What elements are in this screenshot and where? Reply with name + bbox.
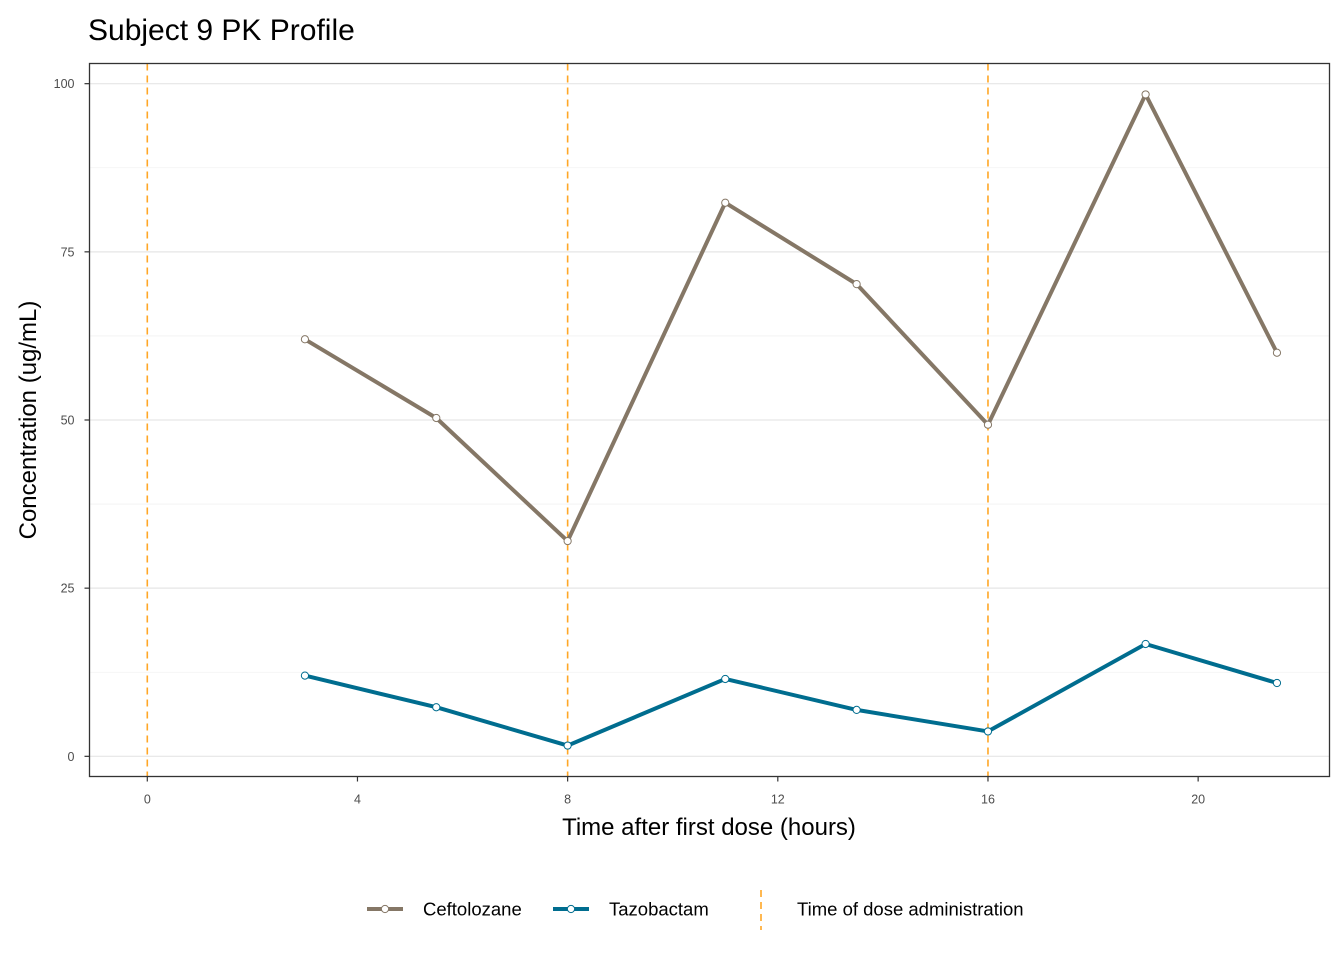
tazobactam-point [300,671,310,680]
y-tick-label: 75 [61,245,75,259]
y-tick-label: 50 [61,414,75,428]
legend-tazobactam-marker [566,904,576,914]
y-tick-label: 0 [68,750,75,764]
legend-dose-label: Time of dose administration [797,899,1024,920]
ceftolozane-line [302,92,1279,544]
legend: Ceftolozane Tazobactam Time of dose admini… [367,890,1024,930]
x-tick-label: 20 [1191,793,1205,807]
y-tick-label: 100 [54,77,75,91]
tazobactam-point [1141,639,1150,649]
ceftolozane-point [852,280,861,289]
legend-ceftolozane-marker [380,904,390,914]
y-axis: 0 25 50 75 100 [54,77,90,764]
x-tick-label: 4 [354,793,361,807]
ceftolozane-point [1272,348,1282,357]
x-axis-title: Time after first dose (hours) [562,814,856,841]
ceftolozane-point [983,420,993,429]
x-tick-label: 0 [144,793,151,807]
y-axis-title: Concentration (ug/mL) [15,301,42,540]
y-tick-label: 25 [61,582,75,596]
tazobactam-point [1272,678,1282,688]
tazobactam-point [563,741,572,750]
tazobactam-point [432,703,441,712]
ceftolozane-point [300,335,310,344]
tazobactam-point [983,727,993,736]
x-tick-label: 12 [771,793,785,807]
ceftolozane-point [721,198,730,207]
series-lines [300,90,1282,750]
legend-ceftolozane-label: Ceftolozane [423,899,522,920]
ceftolozane-point [1141,90,1150,99]
ceftolozane-point [563,536,572,546]
ceftolozane-point [432,413,441,423]
x-tick-label: 8 [564,793,571,807]
tazobactam-point [852,705,861,715]
x-tick-label: 16 [981,793,995,807]
x-axis: 0 4 8 12 16 20 [144,776,1205,807]
grid-lines [89,83,1330,757]
tazobactam-line [302,641,1279,748]
chart-title: Subject 9 PK Profile [88,14,355,47]
tazobactam-point [721,674,730,684]
legend-tazobactam-label: Tazobactam [609,899,709,920]
dose-lines [146,63,989,777]
